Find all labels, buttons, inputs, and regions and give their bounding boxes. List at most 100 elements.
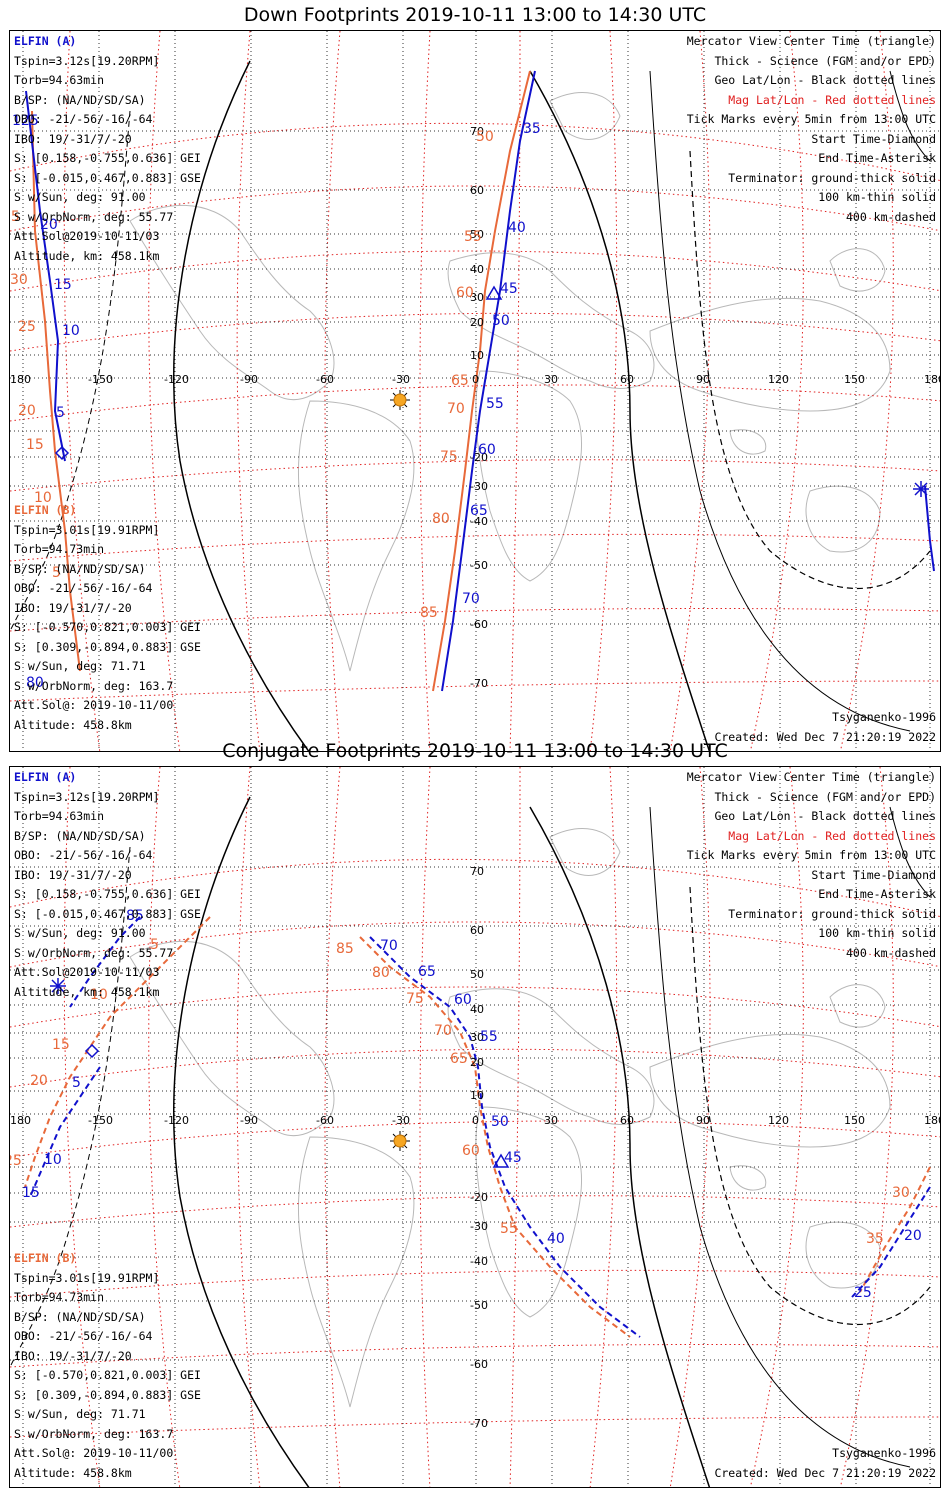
info-line: Altitude, km: 458.1km [14,248,160,263]
tick-label: 55 [500,1221,518,1237]
legend-line: Terminator: ground-thick solid [728,906,936,921]
lon-label: -150 [88,373,113,386]
legend-line: Tick Marks every 5min from 13:00 UTC [686,112,936,126]
elfin-a-track [29,916,931,1338]
lat-label: 70 [470,865,484,878]
legend-line: 100 km-thin solid [818,190,936,204]
info-line: S w/Sun, deg: 91.00 [14,190,146,204]
tick-label: 5 [52,565,61,581]
elfin-b-tick-labels: 5 10 15 20 25 85 80 75 70 65 60 55 30 35 [10,937,910,1247]
info-line: Altitude: 458.8km [14,1465,132,1480]
lon-label: 180 [924,1114,941,1127]
lon-label: 180 [924,373,941,386]
info-line: Tspin=3.12s[19.20RPM] [14,53,160,68]
coastlines [129,828,891,1408]
center-triangle [492,1153,510,1168]
lon-label: -30 [392,373,410,386]
tick-label: 60 [462,1143,480,1159]
footer-info: Tsyganenko-1996 Created: Wed Dec 7 21:20… [714,1444,936,1483]
tick-label: 35 [866,1231,884,1247]
tick-label: 55 [464,229,482,245]
lat-label: -50 [470,559,488,572]
info-line: S: [-0.570,0.821,0.003] GEI [14,620,201,634]
elfin-a-info: ELFIN (A) Tspin=3.12s[19.20RPM] Torb=94.… [14,768,201,1002]
lon-label: -60 [316,1114,334,1127]
tick-label: 70 [462,591,480,607]
tick-label: 65 [418,964,436,980]
info-line: S w/OrbNorm, deg: 55.77 [14,945,174,960]
tick-label: 15 [22,1185,40,1201]
tick-label: 20 [904,1228,922,1244]
tick-label: 20 [18,403,36,419]
info-line: IBO: 19/-31/7/-20 [14,131,132,146]
legend-line: Tick Marks every 5min from 13:00 UTC [686,848,936,862]
lat-label: -60 [470,618,488,631]
tick-label: 20 [40,217,58,233]
tick-label: 15 [52,1037,70,1053]
tick-label: 30 [10,272,28,288]
info-line: S: [0.309,-0.894,0.883] GSE [14,1387,201,1402]
tick-label: 125 [12,113,39,129]
created-stamp: Created: Wed Dec 7 21:20:19 2022 [714,729,936,744]
mag-grid [10,31,940,751]
lon-label: 60 [620,373,634,386]
info-line: S w/Sun, deg: 91.00 [14,926,146,940]
tick-label: 70 [447,401,465,417]
lon-label: 30 [544,1114,558,1127]
down-footprints-panel: 180 -150 -120 -90 -60 -30 0 30 60 90 120… [9,30,941,752]
elfin-a-header: ELFIN (A) [14,34,77,48]
lat-label: -60 [470,1358,488,1371]
lat-label: -70 [470,677,488,690]
tick-label: 25 [18,319,36,335]
legend-line: Start Time-Diamond [811,867,936,882]
info-line: S: [-0.015,0.467,0.883] GSE [14,906,201,921]
tick-label: 85 [126,908,144,924]
legend-line: Thick - Science (FGM and/or EPD) [714,53,936,68]
lon-label: 180 [10,1114,31,1127]
lat-label: -40 [470,515,488,528]
lon-label: 120 [768,1114,789,1127]
lat-label: -20 [470,1191,488,1204]
lat-label: -30 [470,1220,488,1233]
lat-label: 50 [470,228,484,241]
tick-label: 55 [486,396,504,412]
panel-title: Down Footprints 2019-10-11 13:00 to 14:3… [243,4,707,26]
tick-label: 75 [406,991,424,1007]
tick-label: 55 [480,1029,498,1045]
info-line: IBO: 19/-31/7/-20 [14,600,132,615]
tick-label: 25 [854,1285,872,1301]
tick-label: 45 [500,281,518,297]
tick-label: 80 [432,511,450,527]
info-line: B/SP: (NA/ND/SD/SA) [14,561,146,576]
terminator [10,796,931,1487]
tick-label: 60 [478,442,496,458]
tick-label: 60 [456,285,474,301]
info-line: Torb=94.63min [14,73,105,87]
tick-label: 10 [62,323,80,339]
geo-grid [10,767,940,1487]
lon-label: 30 [544,373,558,386]
lat-label: 60 [470,924,484,937]
lat-label: -50 [470,1299,488,1312]
elfin-b-info: ELFIN (B) Tspin=3.01s[19.91RPM] Torb=94.… [14,1249,201,1483]
info-line: OBO: -21/-56/-16/-64 [14,112,153,126]
legend-line: End Time-Asterisk [818,151,936,165]
lat-label: 40 [470,263,484,276]
lon-label: 150 [844,1114,865,1127]
tick-label: 70 [380,938,398,954]
info-line: Torb=94.73min [14,542,105,556]
start-diamond [84,1043,100,1059]
info-line: S w/Sun, deg: 71.71 [14,659,146,673]
lat-label: 70 [470,125,484,138]
tick-label: 5 [150,937,159,953]
info-line: S: [-0.570,0.821,0.003] GEI [14,1368,201,1382]
info-line: S w/OrbNorm, deg: 163.7 [14,1426,174,1441]
tick-label: 10 [90,987,108,1003]
end-asterisk [50,978,66,994]
tick-label: 85 [420,605,438,621]
elfin-b-header: ELFIN (B) [14,503,77,517]
lat-label: 30 [470,1031,484,1044]
tick-label: 75 [440,449,458,465]
info-line: OBO: -21/-56/-16/-64 [14,848,153,862]
info-line: Tspin=3.01s[19.91RPM] [14,522,160,537]
